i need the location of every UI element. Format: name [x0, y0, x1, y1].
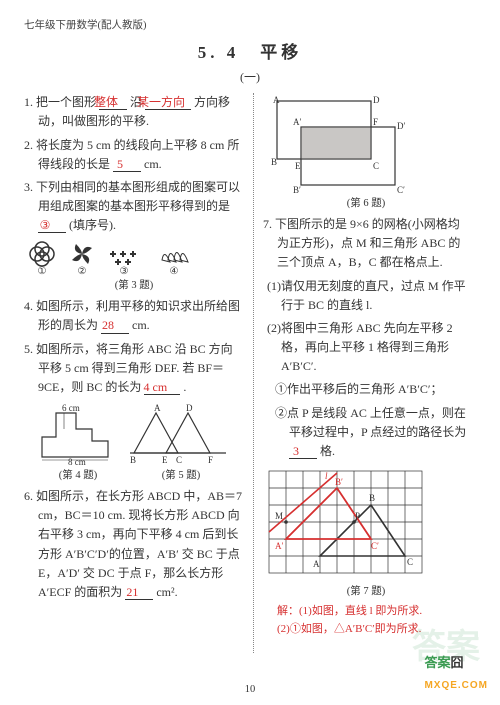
svg-text:C′: C′ — [371, 541, 379, 551]
book-header: 七年级下册数学(配人教版) — [24, 18, 476, 35]
q1-answer-2: 某一方向 — [145, 96, 191, 110]
question-2: 2. 将长度为 5 cm 的线段向上平移 8 cm 所得线段的长是 5 cm. — [24, 136, 244, 174]
figure-q5: A D B E C F (第 5 题) — [126, 401, 236, 487]
svg-text:④: ④ — [170, 266, 179, 277]
question-5: 5. 如图所示，将三角形 ABC 沿 BC 方向平移 5 cm 得到三角形 DE… — [24, 340, 244, 398]
svg-text:C: C — [373, 161, 379, 171]
q7-part2b: ②点 P 是线段 AC 上任意一点，则在平移过程中，P 点经过的路径长为 3 格… — [263, 404, 469, 462]
q5-caption: (第 5 题) — [126, 468, 236, 485]
q1-pre: 1. 把一个图形 — [24, 95, 96, 109]
figure-q7: A B C A′ B′ C′ M P l (第 7 题) — [263, 465, 469, 601]
svg-text:A: A — [313, 559, 320, 569]
svg-text:6 cm: 6 cm — [62, 403, 80, 413]
q6-tail: cm². — [156, 585, 177, 599]
watermark-text-a: 答案 — [424, 655, 450, 670]
q7-p2b-tail: 格. — [320, 444, 335, 458]
q7-p2b-answer: 3 — [289, 445, 317, 459]
q3-tail: (填序号). — [69, 218, 116, 232]
q4-answer: 28 — [101, 319, 129, 333]
q6-answer: 21 — [125, 586, 153, 600]
q7-part2a: ①作出平移后的三角形 A′B′C′； — [263, 380, 469, 399]
svg-text:②: ② — [78, 266, 87, 277]
svg-text:①: ① — [38, 266, 47, 277]
svg-text:B: B — [130, 455, 136, 465]
q5-text: 5. 如图所示，将三角形 ABC 沿 BC 方向平移 5 cm 得到三角形 DE… — [24, 342, 233, 394]
q7-part1: (1)请仅用无刻度的直尺，过点 M 作平行于 BC 的直线 l. — [263, 277, 469, 315]
q1-answer-1: 整体 — [99, 96, 127, 110]
question-6: 6. 如图所示，在长方形 ABCD 中，AB＝7 cm，BC＝10 cm. 现将… — [24, 487, 244, 602]
svg-text:B: B — [271, 157, 277, 167]
q5-tail: . — [183, 380, 186, 394]
q7-part2: (2)将图中三角形 ABC 先向左平移 2 格，再向上平移 1 格得到三角形 A… — [263, 319, 469, 377]
q4-tail: cm. — [132, 318, 150, 332]
svg-text:D: D — [186, 403, 193, 413]
svg-text:C′: C′ — [397, 185, 405, 195]
question-4: 4. 如图所示，利用平移的知识求出所给图形的周长为 28 cm. — [24, 297, 244, 335]
svg-text:E: E — [295, 161, 301, 171]
svg-text:B: B — [369, 493, 375, 503]
svg-text:F: F — [208, 455, 213, 465]
svg-text:B′: B′ — [293, 185, 301, 195]
svg-text:A: A — [273, 95, 280, 105]
question-3: 3. 下列由相同的基本图形组成的图案可以用组成图案的基本图形平移得到的是 ③ (… — [24, 178, 244, 236]
right-column: A D B A′ D′ E C F B′ C′ (第 6 题) 7. 下图所示的… — [263, 93, 469, 653]
q7-p2b-pre: ②点 P 是线段 AC 上任意一点，则在平移过程中，P 点经过的路径长为 — [275, 406, 466, 439]
svg-text:F: F — [373, 117, 378, 127]
section-title: 5. 4 平移 — [24, 39, 476, 66]
q3-pre: 3. 下列由相同的基本图形组成的图案可以用组成图案的基本图形平移得到的是 — [24, 180, 240, 213]
section-subtitle: (一) — [24, 68, 476, 87]
question-1: 1. 把一个图形 整体 沿 某一方向 方向移动，叫做图形的平移. — [24, 93, 244, 131]
svg-text:M: M — [275, 511, 283, 521]
svg-text:A′: A′ — [293, 117, 301, 127]
q6-text: 6. 如图所示，在长方形 ABCD 中，AB＝7 cm，BC＝10 cm. 现将… — [24, 489, 242, 599]
left-column: 1. 把一个图形 整体 沿 某一方向 方向移动，叫做图形的平移. 2. 将长度为… — [24, 93, 244, 653]
q3-icons: ① ② ③ ④ — [24, 239, 204, 277]
column-divider — [253, 93, 254, 653]
svg-text:C: C — [407, 557, 413, 567]
q3-answer: ③ — [38, 219, 66, 233]
figure-q3: ① ② ③ ④ (第 3 题) — [24, 239, 244, 295]
svg-text:8 cm: 8 cm — [68, 457, 86, 467]
svg-text:P: P — [355, 511, 360, 521]
svg-text:A′: A′ — [275, 541, 283, 551]
svg-text:B′: B′ — [335, 477, 343, 487]
q5-answer: 4 cm — [144, 381, 180, 395]
svg-text:E: E — [162, 455, 168, 465]
question-7: 7. 下图所示的是 9×6 的网格(小网格均为正方形)，点 M 和三角形 ABC… — [263, 215, 469, 273]
watermark: 答案囧 MXQE.COM — [424, 653, 488, 695]
q7-solution-2: (2)①如图，△A′B′C′即为所求. — [263, 621, 469, 639]
q3-caption: (第 3 题) — [24, 278, 244, 295]
q2-answer: 5 — [113, 158, 141, 172]
q2-tail: cm. — [144, 157, 162, 171]
svg-text:③: ③ — [120, 266, 129, 277]
q6-caption: (第 6 题) — [263, 196, 469, 213]
figure-q4: 6 cm 8 cm (第 4 题) — [32, 401, 124, 487]
q7-solution-1: 解：(1)如图，直线 l 即为所求. — [263, 603, 469, 621]
two-column-layout: 1. 把一个图形 整体 沿 某一方向 方向移动，叫做图形的平移. 2. 将长度为… — [24, 93, 476, 653]
svg-text:A: A — [154, 403, 161, 413]
svg-text:C: C — [176, 455, 182, 465]
svg-text:D: D — [373, 95, 380, 105]
svg-text:D′: D′ — [397, 121, 405, 131]
figure-q6: A D B A′ D′ E C F B′ C′ (第 6 题) — [263, 93, 469, 213]
watermark-text-b: MXQE.COM — [424, 680, 488, 691]
figure-row-4-5: 6 cm 8 cm (第 4 题) A D B E C F — [24, 401, 244, 487]
q4-caption: (第 4 题) — [32, 468, 124, 485]
q7-caption: (第 7 题) — [263, 584, 469, 601]
